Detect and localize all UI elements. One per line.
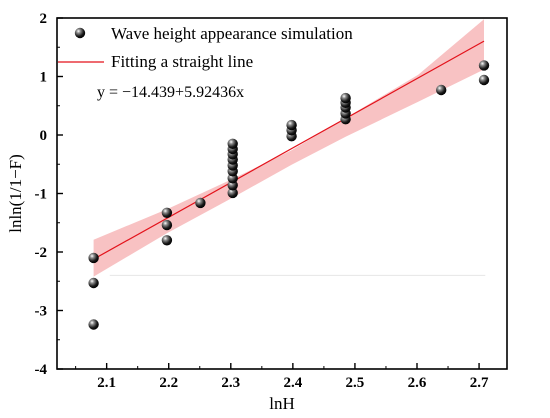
confidence-band-area — [93, 19, 484, 277]
fit-line — [93, 40, 485, 260]
data-point — [195, 197, 206, 209]
data-point — [88, 277, 99, 289]
x-tick-label: 2.2 — [159, 375, 178, 391]
fit-equation: y = −14.439+5.92436x — [97, 84, 244, 101]
legend-points-label: Wave height appearance simulation — [111, 24, 353, 43]
confidence-band — [93, 19, 484, 277]
x-tick-label: 2.7 — [470, 375, 489, 391]
data-point — [286, 119, 297, 131]
x-tick-label: 2.3 — [221, 375, 240, 391]
y-tick-label: 2 — [40, 11, 48, 27]
y-tick-label: 0 — [40, 128, 48, 144]
data-point — [88, 319, 99, 330]
data-point — [88, 252, 99, 264]
x-axis-title: lnH — [269, 394, 295, 413]
legend: Wave height appearance simulation Fittin… — [58, 24, 353, 71]
y-axis-title: lnln(1/1−F) — [6, 154, 25, 233]
legend-fit-label: Fitting a straight line — [111, 52, 253, 71]
data-point — [227, 138, 238, 149]
x-tick-label: 2.6 — [408, 375, 427, 391]
data-point — [161, 207, 173, 218]
data-point — [227, 187, 238, 199]
data-point — [161, 235, 173, 246]
y-tick-label: -2 — [35, 245, 48, 261]
data-point — [436, 84, 447, 96]
x-tick-label: 2.1 — [97, 375, 116, 391]
data-point — [340, 92, 351, 104]
legend-point-marker — [74, 27, 86, 39]
data-point — [161, 219, 173, 231]
x-tick-label: 2.5 — [346, 375, 365, 391]
y-tick-label: -4 — [35, 362, 48, 378]
y-tick-label: -1 — [35, 187, 48, 203]
data-point — [478, 74, 490, 86]
data-point — [478, 60, 490, 71]
y-tick-label: -3 — [35, 304, 48, 320]
tick-labels: 2.1 2.2 2.3 2.4 2.5 2.6 2.7 2 1 0 -1 -2 -3 -4 — [35, 11, 489, 391]
axis-ticks — [57, 17, 480, 370]
x-tick-label: 2.4 — [283, 375, 302, 391]
data-points — [88, 60, 490, 330]
y-tick-label: 1 — [40, 70, 48, 86]
